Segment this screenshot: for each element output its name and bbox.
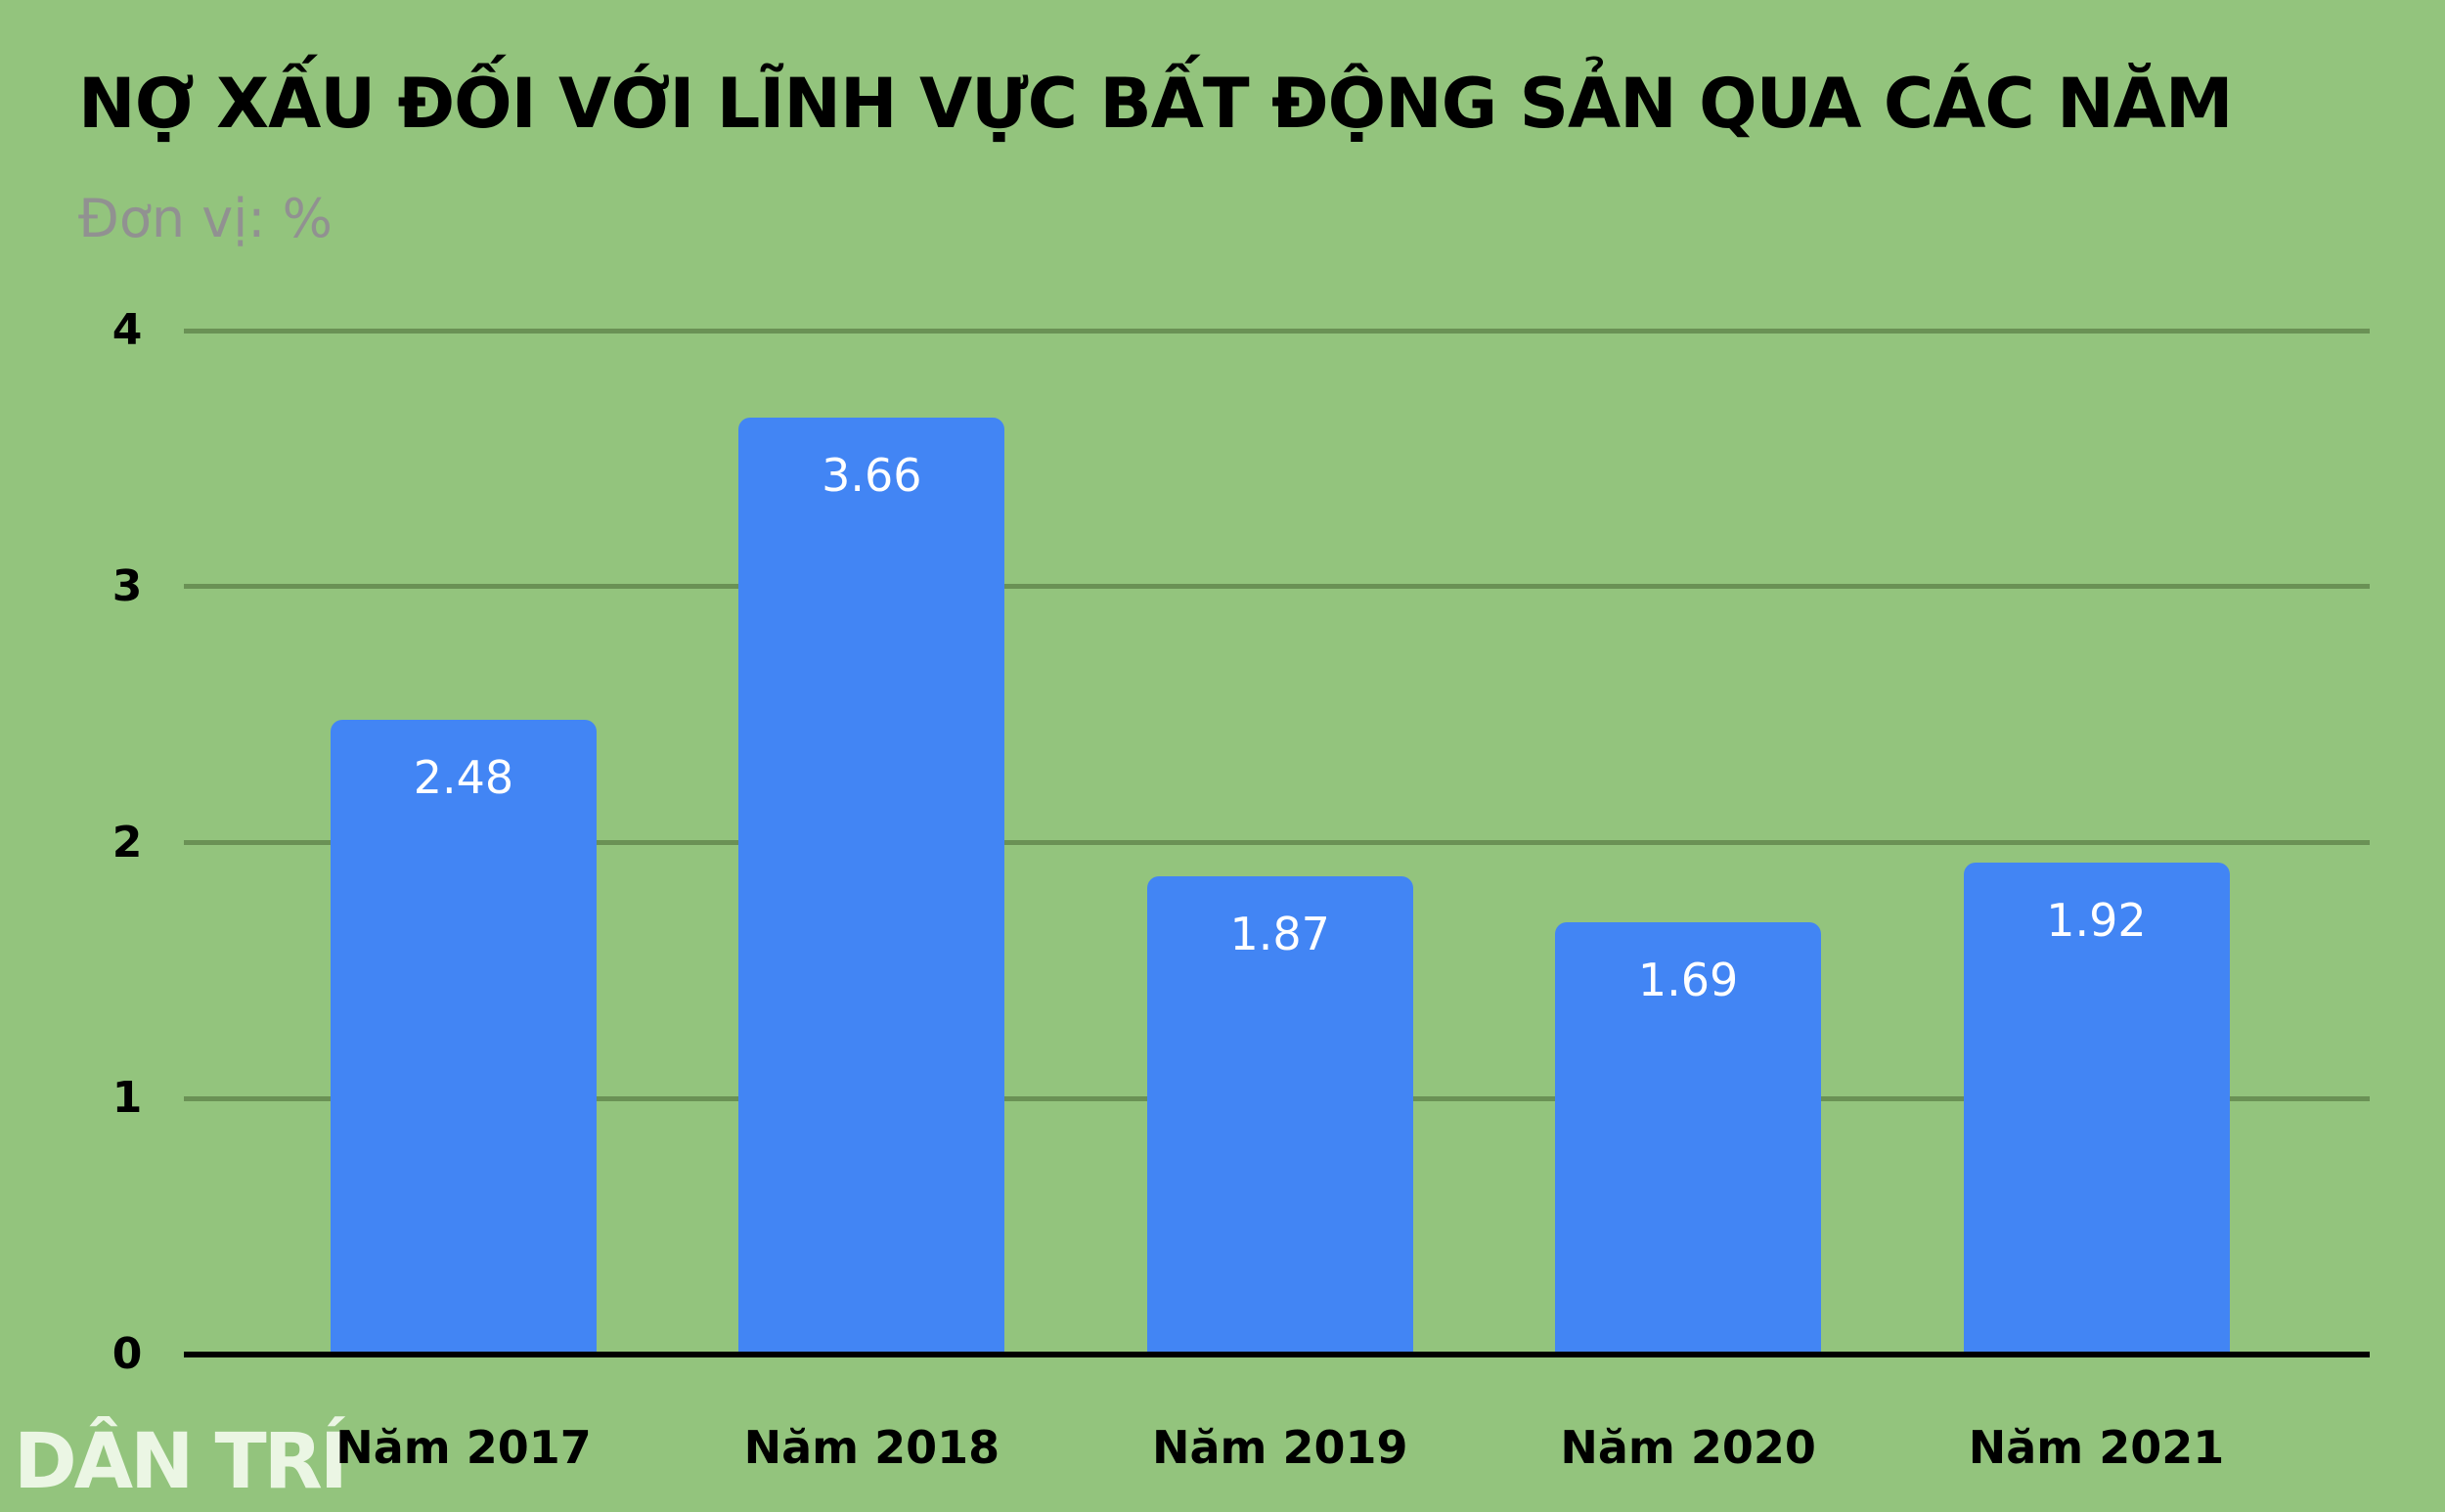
unit-label: Đơn vị: % [78,188,333,249]
chart-title: NỢ XẤU ĐỐI VỚI LĨNH VỰC BẤT ĐỘNG SẢN QUA… [78,64,2234,144]
gridline-y-3 [184,584,2370,590]
bar-năm-2019: 1.87 [1146,875,1413,1355]
x-axis-tick-label: Năm 2020 [1560,1421,1816,1474]
bar-value-label: 1.87 [1229,907,1330,960]
x-axis-tick-label: Năm 2021 [1968,1421,2225,1474]
gridline-y-4 [184,328,2370,334]
bar-năm-2021: 1.92 [1963,863,2230,1355]
gridline-y-2 [184,840,2370,845]
y-axis-tick-label: 2 [111,817,143,867]
plot-area: 2.48 3.66 1.87 1.69 1.92 [184,328,2370,1357]
dantri-watermark-logo: DÂN TRÍ [14,1418,348,1506]
y-axis-tick-label: 1 [111,1073,143,1124]
bar-value-label: 2.48 [413,750,514,804]
bar-value-label: 1.92 [2046,894,2147,948]
bar-năm-2017: 2.48 [331,719,597,1355]
bar-value-label: 3.66 [822,449,922,502]
y-axis-tick-label: 3 [111,560,143,611]
y-axis-tick-label: 4 [111,305,143,355]
bar-năm-2018: 3.66 [738,418,1005,1355]
bar-năm-2020: 1.69 [1555,921,1822,1355]
x-axis-tick-label: Năm 2017 [335,1421,592,1474]
x-axis-tick-label: Năm 2018 [743,1421,1000,1474]
x-axis-baseline [184,1352,2370,1357]
x-axis-tick-label: Năm 2019 [1151,1421,1408,1474]
bar-value-label: 1.69 [1637,953,1739,1006]
y-axis-tick-label: 0 [111,1329,143,1379]
